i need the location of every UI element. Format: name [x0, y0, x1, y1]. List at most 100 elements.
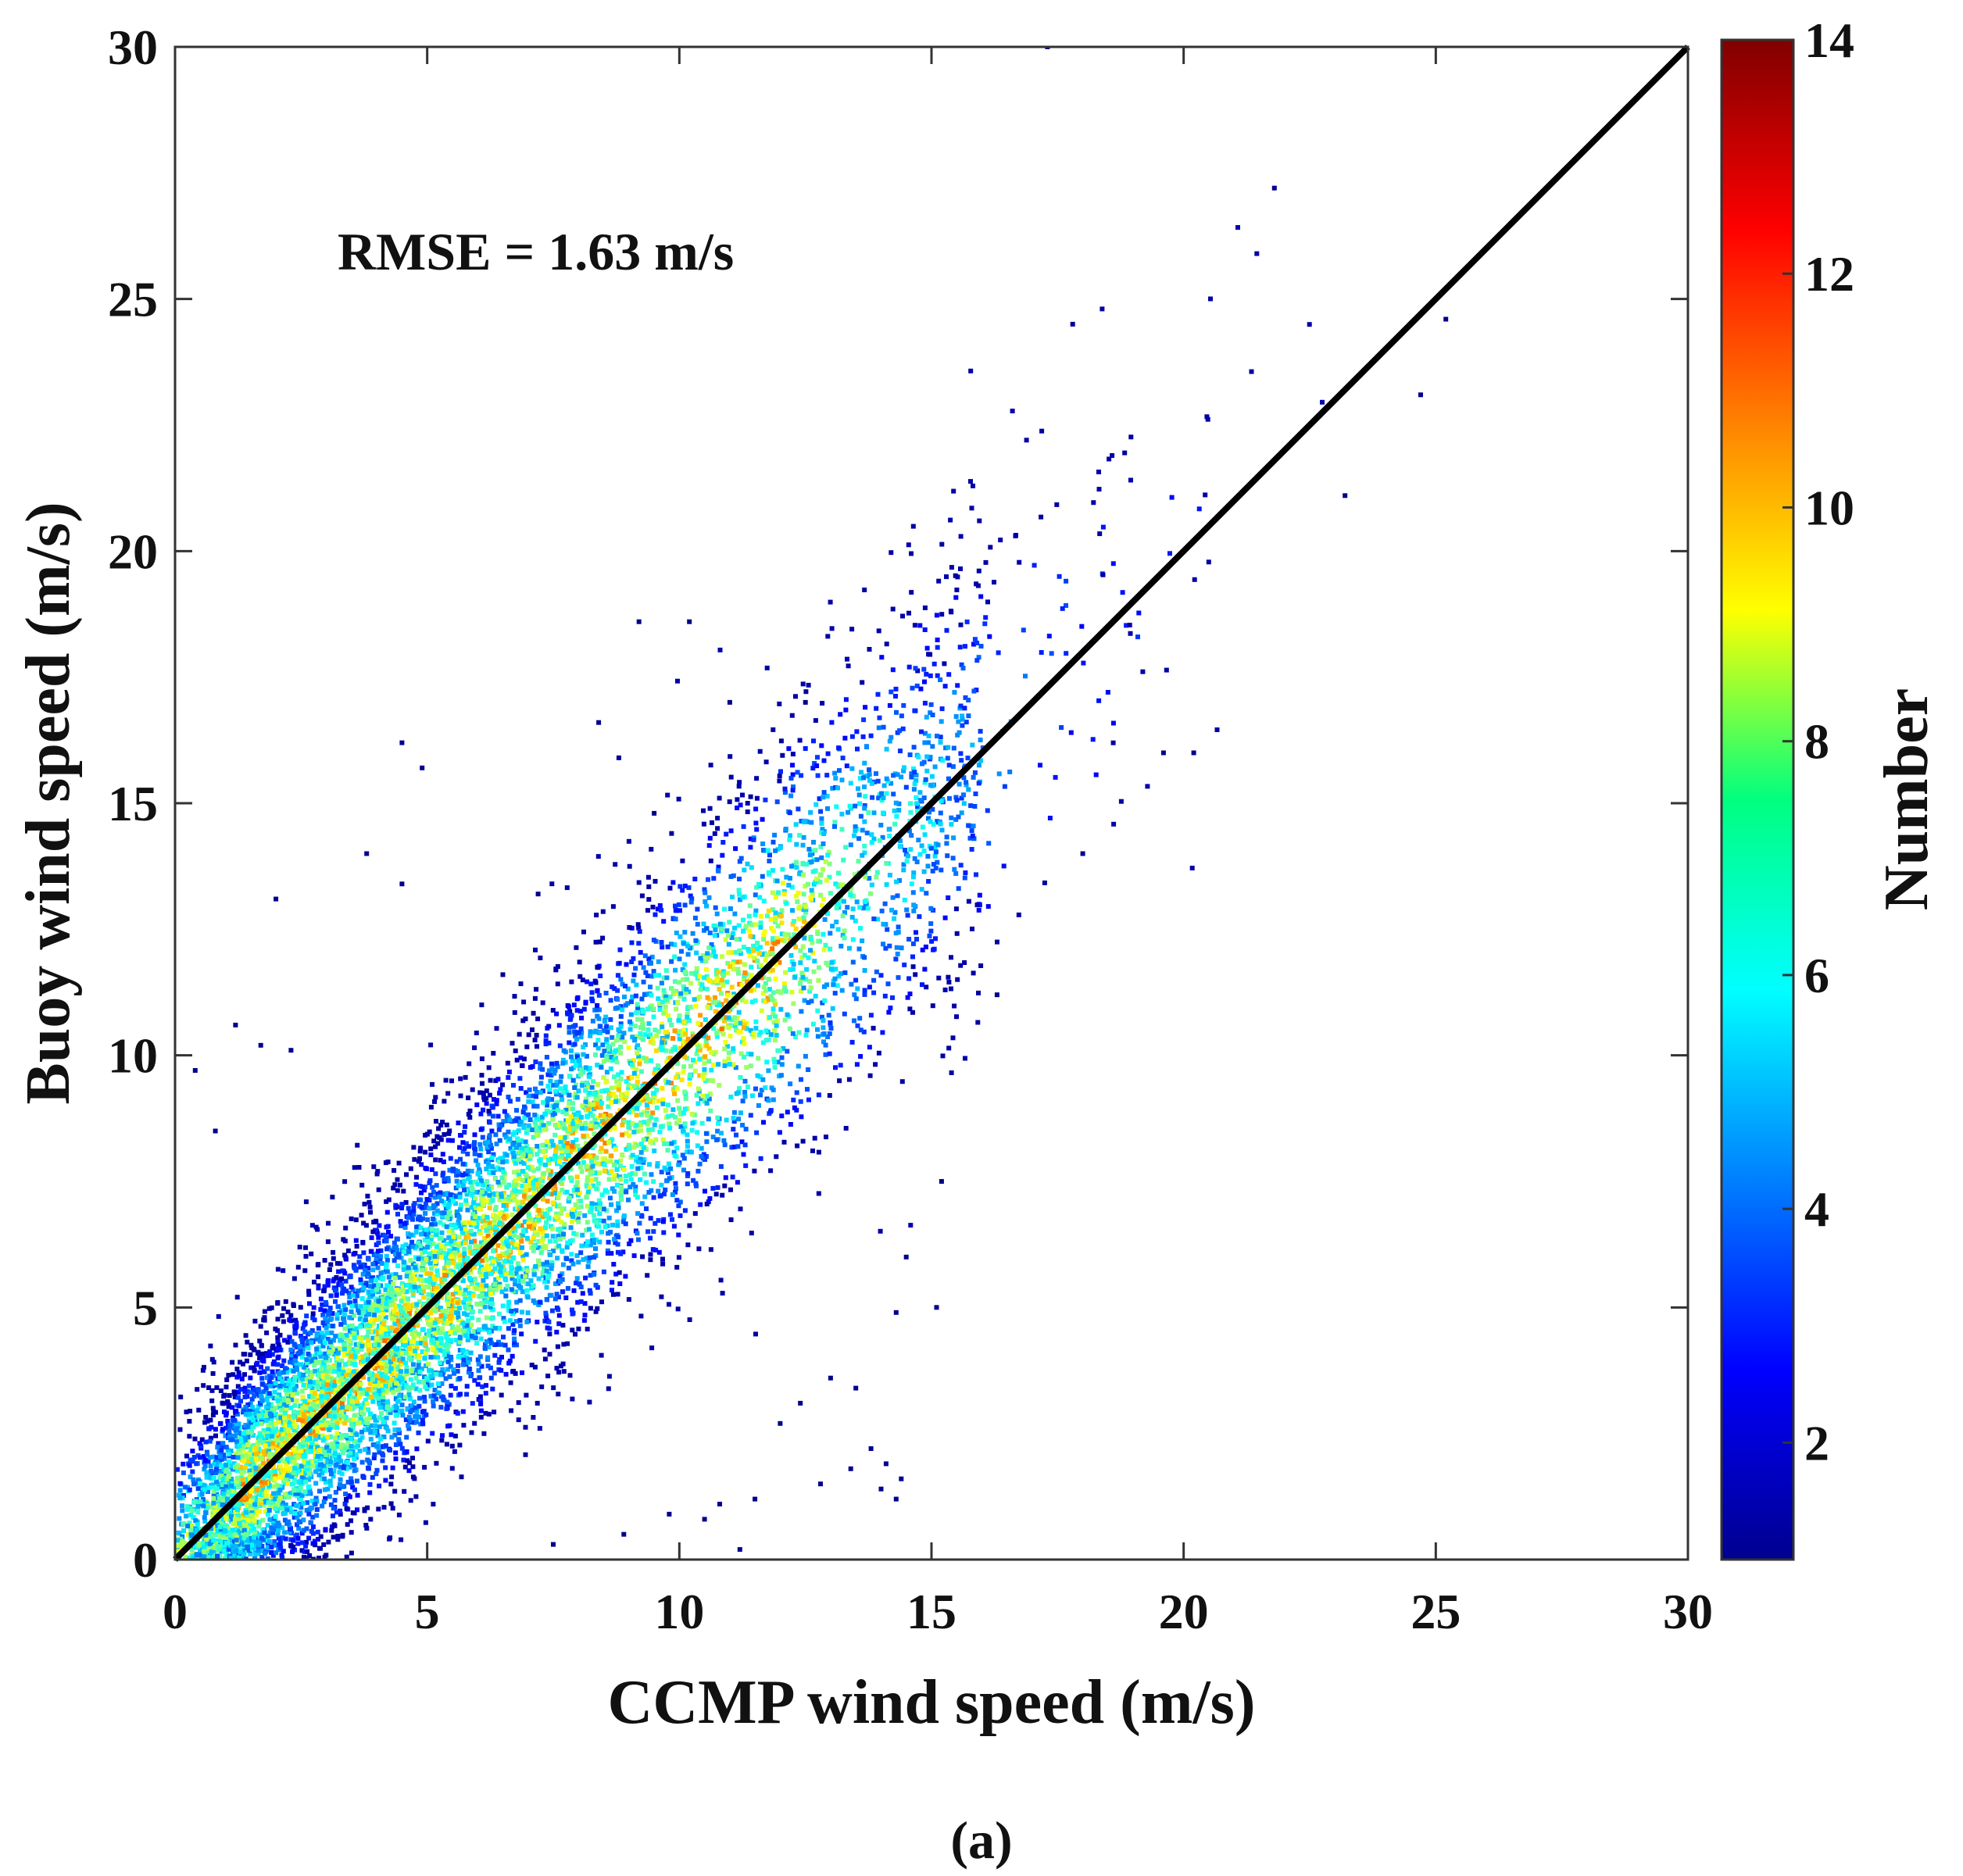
density-point — [367, 1381, 373, 1386]
density-point — [824, 794, 830, 799]
density-point — [299, 1505, 304, 1510]
density-point — [738, 951, 743, 956]
density-point — [684, 1040, 689, 1045]
density-point — [431, 1403, 436, 1409]
density-point — [576, 1219, 581, 1224]
density-point — [871, 917, 877, 921]
density-point — [230, 1480, 235, 1485]
density-point — [186, 1556, 191, 1560]
density-point — [467, 1356, 473, 1362]
density-point — [952, 690, 957, 695]
density-point — [493, 1176, 499, 1181]
density-point — [369, 1235, 374, 1241]
density-point — [885, 981, 891, 987]
density-point — [384, 1238, 389, 1244]
density-point — [774, 1154, 779, 1160]
density-point — [739, 982, 745, 988]
density-point — [777, 959, 782, 965]
density-point — [766, 977, 771, 982]
density-point — [561, 1048, 567, 1053]
density-point — [491, 1051, 496, 1056]
density-point — [881, 724, 886, 730]
density-point — [812, 959, 817, 964]
density-point — [292, 1403, 298, 1408]
density-point — [922, 627, 928, 632]
density-point — [180, 1503, 184, 1509]
density-point — [567, 1024, 572, 1030]
density-point — [275, 1339, 281, 1345]
density-point — [862, 819, 867, 824]
density-point — [257, 1400, 263, 1406]
density-point — [592, 1213, 597, 1218]
density-point — [251, 1442, 256, 1448]
density-point — [362, 1388, 367, 1393]
density-point — [915, 804, 921, 809]
density-point — [417, 1149, 423, 1154]
density-point — [254, 1512, 259, 1517]
density-point — [854, 899, 860, 905]
density-point — [426, 1361, 431, 1367]
density-point — [811, 738, 816, 744]
density-point — [714, 1034, 720, 1039]
density-point — [821, 897, 826, 902]
density-point — [248, 1352, 253, 1357]
density-point — [639, 893, 645, 899]
density-point — [442, 1199, 447, 1205]
density-point — [985, 904, 991, 909]
density-point — [206, 1549, 211, 1554]
density-point — [585, 1178, 590, 1184]
density-point — [583, 1126, 588, 1131]
density-point — [680, 1152, 685, 1158]
density-point — [798, 1099, 803, 1104]
density-point — [654, 1033, 660, 1038]
density-point — [601, 1059, 606, 1064]
density-point — [320, 1302, 325, 1307]
density-point — [296, 1526, 302, 1531]
density-point — [995, 939, 999, 945]
density-point — [464, 1355, 469, 1360]
density-point — [609, 1085, 614, 1091]
density-point — [554, 1366, 560, 1371]
density-point — [988, 545, 993, 550]
density-point — [856, 792, 862, 798]
density-point — [418, 1217, 424, 1223]
density-point — [894, 709, 899, 715]
density-point — [791, 1001, 796, 1006]
density-point — [822, 917, 828, 922]
density-point — [213, 1467, 219, 1472]
density-point — [667, 1125, 673, 1131]
density-point — [411, 1281, 417, 1287]
density-point — [189, 1547, 195, 1553]
density-point — [860, 906, 866, 911]
density-point — [703, 1038, 709, 1044]
density-point — [589, 1085, 595, 1090]
density-point — [195, 1510, 201, 1515]
density-point — [508, 1380, 513, 1385]
density-point — [619, 1197, 624, 1202]
density-point — [551, 1385, 556, 1391]
density-point — [251, 1433, 256, 1438]
density-point — [369, 1275, 374, 1281]
density-point — [440, 1152, 445, 1157]
density-point — [767, 987, 772, 992]
density-point — [821, 867, 825, 872]
density-point — [399, 1537, 404, 1542]
density-point — [303, 1464, 309, 1470]
density-point — [657, 1007, 663, 1012]
density-point — [305, 1338, 310, 1344]
density-point — [453, 1338, 459, 1343]
density-point — [636, 941, 642, 946]
density-point — [778, 769, 783, 774]
density-point — [436, 1126, 442, 1131]
density-point — [347, 1328, 352, 1334]
density-point — [540, 1270, 545, 1276]
density-point — [735, 959, 740, 965]
density-point — [236, 1421, 241, 1427]
density-point — [973, 791, 978, 796]
density-point — [737, 981, 742, 987]
density-point — [742, 977, 746, 982]
density-point — [627, 1242, 632, 1246]
density-point — [793, 944, 799, 949]
density-point — [738, 1020, 742, 1026]
density-point — [388, 1328, 393, 1334]
